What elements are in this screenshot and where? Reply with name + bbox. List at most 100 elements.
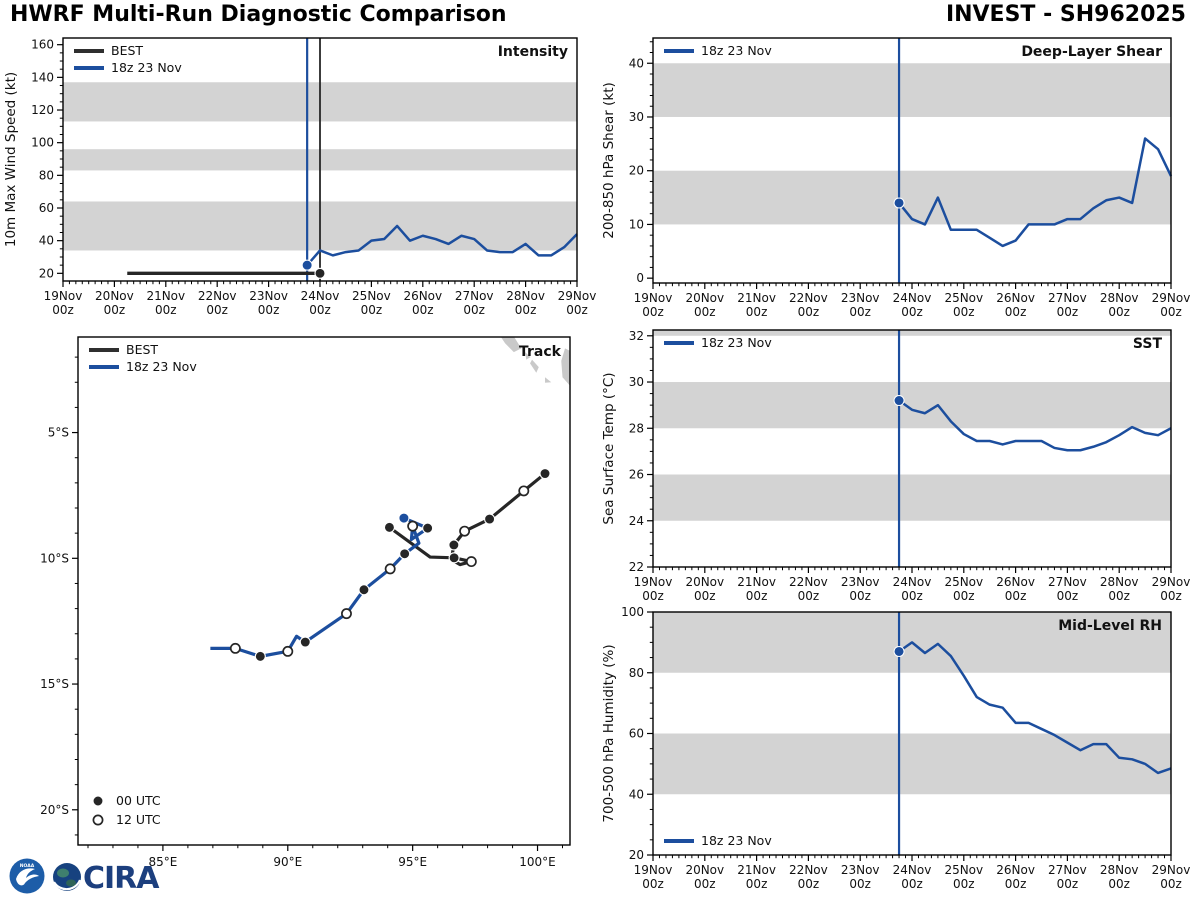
marker-12utc <box>384 563 396 575</box>
panel-title: Mid-Level RH <box>1058 618 1162 634</box>
x-tick-day-label: 19Nov <box>634 863 673 877</box>
y-tick-label: 24 <box>629 514 644 528</box>
x-tick-hour-label: 00z <box>798 589 820 603</box>
x-tick-day-label: 25Nov <box>944 863 983 877</box>
x-tick-day-label: 24Nov <box>893 863 932 877</box>
y-axis-label: 200-850 hPa Shear (kt) <box>601 82 617 239</box>
sst-plot <box>653 330 1172 567</box>
x-tick-hour-label: 00z <box>1160 305 1182 319</box>
x-tick-day-label: 23Nov <box>841 863 880 877</box>
x-tick-hour-label: 00z <box>1005 305 1027 319</box>
cira-swoosh <box>53 879 82 891</box>
legend-label: BEST <box>111 43 143 58</box>
x-tick-hour-label: 00z <box>1057 877 1079 891</box>
map-axes: 85°E 90°E 95°E 100°E 5°S 10°S 15°S 20°S <box>40 356 564 869</box>
x-tick-hour-label: 00z <box>1005 877 1027 891</box>
category-band <box>653 733 1171 795</box>
lat-tick-label: 5°S <box>48 426 69 440</box>
lon-tick-label: 85°E <box>148 855 177 869</box>
x-tick-day-label: 19Nov <box>44 289 83 303</box>
x-tick-day-label: 22Nov <box>789 863 828 877</box>
shear-series-line <box>898 137 1173 248</box>
x-tick-hour-label: 00z <box>694 877 716 891</box>
x-tick-hour-label: 00z <box>412 303 434 317</box>
x-tick-day-label: 28Nov <box>1100 291 1139 305</box>
marker-legend-label: 12 UTC <box>116 812 161 827</box>
land-polygon <box>530 359 539 373</box>
page-title: HWRF Multi-Run Diagnostic Comparison <box>10 2 507 27</box>
x-tick-hour-label: 00z <box>52 303 74 317</box>
y-tick-label: 100 <box>621 605 644 619</box>
x-tick-hour-label: 00z <box>1108 305 1130 319</box>
marker-12utc <box>465 556 477 568</box>
marker-00utc <box>314 267 326 279</box>
marker-00utc <box>383 521 395 533</box>
panel-title: SST <box>1133 336 1163 352</box>
x-tick-day-label: 26Nov <box>996 575 1035 589</box>
x-tick-hour-label: 00z <box>798 877 820 891</box>
x-tick-day-label: 21Nov <box>737 291 776 305</box>
x-tick-day-label: 28Nov <box>506 289 545 303</box>
x-tick-hour-label: 00z <box>642 589 664 603</box>
x-tick-hour-label: 00z <box>642 877 664 891</box>
y-tick-label: 20 <box>629 164 644 178</box>
x-tick-hour-label: 00z <box>361 303 383 317</box>
x-tick-day-label: 24Nov <box>301 289 340 303</box>
marker-init <box>893 197 905 209</box>
x-tick-hour-label: 00z <box>953 305 975 319</box>
x-tick-day-label: 24Nov <box>893 291 932 305</box>
x-tick-hour-label: 00z <box>515 303 537 317</box>
x-tick-hour-label: 00z <box>1160 877 1182 891</box>
plot-frame <box>652 329 1172 568</box>
y-tick-label: 80 <box>629 666 644 680</box>
x-tick-day-label: 23Nov <box>841 575 880 589</box>
legend-label: 18z 23 Nov <box>701 335 772 350</box>
marker-00utc <box>448 552 460 564</box>
marker-00utc <box>254 650 266 662</box>
y-tick-label: 22 <box>629 560 644 574</box>
logo-strip: NOAA CIRA <box>8 856 208 898</box>
intensity-axes: 19Nov00z20Nov00z21Nov00z22Nov00z23Nov00z… <box>31 38 596 317</box>
x-tick-hour-label: 00z <box>1005 589 1027 603</box>
marker-00utc <box>539 468 551 480</box>
rh-series-line <box>898 641 1172 775</box>
x-tick-hour-label: 00z <box>1057 305 1079 319</box>
plot-frame <box>77 336 571 846</box>
lat-tick-label: 10°S <box>40 551 69 565</box>
category-band <box>653 63 1171 117</box>
x-tick-hour-label: 00z <box>849 589 871 603</box>
legend-label: 18z 23 Nov <box>701 833 772 848</box>
x-tick-day-label: 23Nov <box>841 291 880 305</box>
land-polygon <box>545 377 552 383</box>
x-tick-hour-label: 00z <box>1108 589 1130 603</box>
y-axis-label: 10m Max Wind Speed (kt) <box>3 72 19 247</box>
x-tick-hour-label: 00z <box>1057 589 1079 603</box>
x-tick-day-label: 22Nov <box>789 575 828 589</box>
x-tick-hour-label: 00z <box>566 303 588 317</box>
x-tick-day-label: 24Nov <box>893 575 932 589</box>
sst-axes: 19Nov00z20Nov00z21Nov00z22Nov00z23Nov00z… <box>629 329 1191 603</box>
x-tick-day-label: 28Nov <box>1100 575 1139 589</box>
sst-chart: 19Nov00z20Nov00z21Nov00z22Nov00z23Nov00z… <box>601 329 1191 603</box>
cira-globe-land2 <box>66 879 77 887</box>
y-tick-label: 20 <box>39 266 54 280</box>
x-tick-day-label: 20Nov <box>685 291 724 305</box>
y-tick-label: 28 <box>629 421 644 435</box>
x-tick-hour-label: 00z <box>463 303 485 317</box>
lon-tick-label: 95°E <box>398 855 427 869</box>
x-tick-day-label: 25Nov <box>352 289 391 303</box>
cira-logo: CIRA <box>53 861 161 896</box>
y-tick-label: 40 <box>39 234 54 248</box>
plot-frame <box>652 611 1172 856</box>
panel-title: Intensity <box>498 44 568 60</box>
x-tick-day-label: 22Nov <box>198 289 237 303</box>
lat-tick-label: 15°S <box>40 677 69 691</box>
x-tick-hour-label: 00z <box>206 303 228 317</box>
x-tick-day-label: 19Nov <box>634 291 673 305</box>
x-tick-day-label: 29Nov <box>1152 575 1191 589</box>
storm-id-title: INVEST - SH962025 <box>945 2 1186 27</box>
intensity-series-line <box>306 224 578 266</box>
lat-tick-label: 20°S <box>40 803 69 817</box>
noaa-logo-text: NOAA <box>20 863 35 869</box>
